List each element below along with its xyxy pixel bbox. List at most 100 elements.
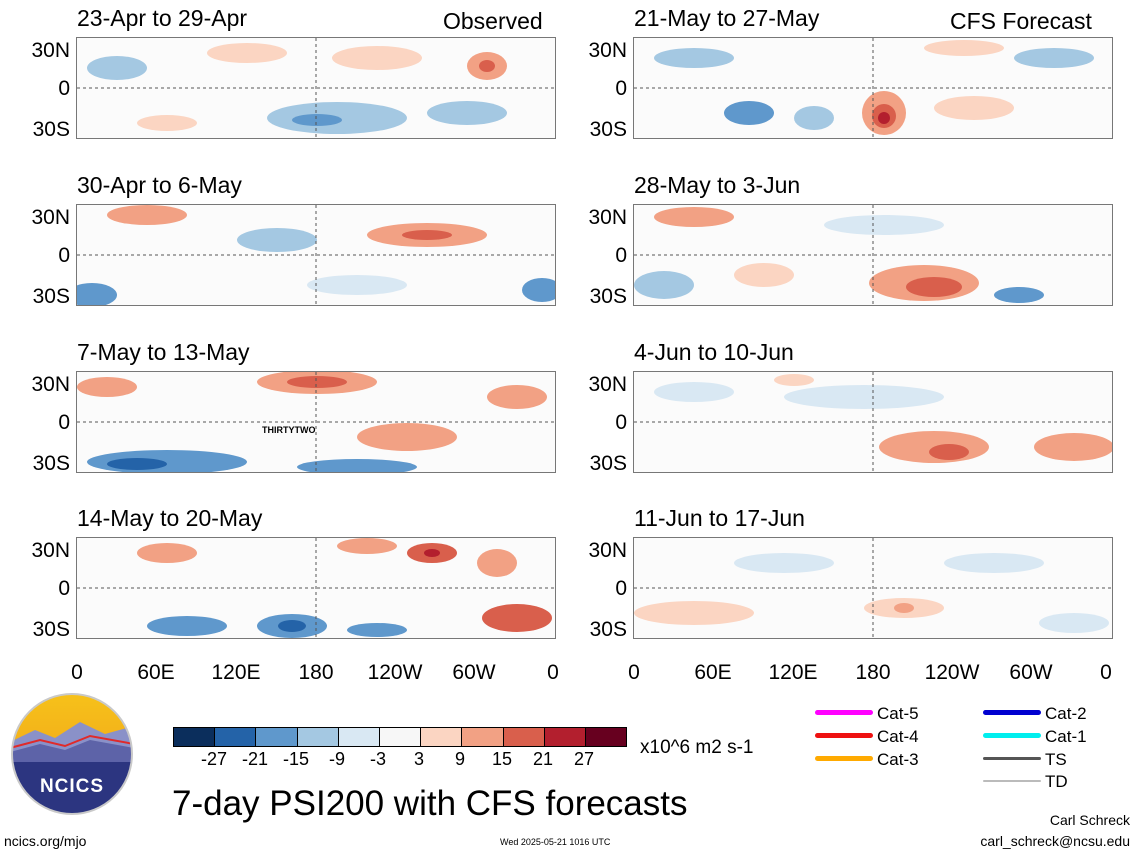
lon-label: 0 xyxy=(1100,661,1112,684)
lon-label: 0 xyxy=(71,661,83,684)
colorbar-cell xyxy=(297,728,339,746)
colorbar-tick: -21 xyxy=(241,749,268,769)
colorbar-tick: 15 xyxy=(491,749,513,769)
lat-label: 30S xyxy=(32,285,70,308)
colorbar-cell xyxy=(503,728,545,746)
panel-tag-observed: Observed xyxy=(443,8,543,34)
lat-label: 30N xyxy=(588,206,627,229)
colorbar-tick: -15 xyxy=(282,749,309,769)
psi-map: THIRTYTWO xyxy=(76,371,556,473)
lat-label: 0 xyxy=(615,244,627,267)
colorbar-cell xyxy=(462,728,504,746)
legend-label: Cat-1 xyxy=(1045,727,1087,746)
panel-title: 30-Apr to 6-May xyxy=(77,172,242,198)
colorbar-cell xyxy=(338,728,380,746)
legend-label: TD xyxy=(1045,772,1068,791)
legend-label: Cat-5 xyxy=(877,704,919,723)
lat-label: 30N xyxy=(31,39,70,62)
footer-url[interactable]: ncics.org/mjo xyxy=(4,833,87,849)
lon-label: 180 xyxy=(855,661,891,684)
logo-text: NCICS xyxy=(39,776,105,797)
panel-title: 7-May to 13-May xyxy=(77,339,250,365)
lat-label: 30N xyxy=(31,373,70,396)
legend-line-td xyxy=(983,780,1041,782)
colorbar-tick: -3 xyxy=(369,749,386,769)
colorbar-tick: 9 xyxy=(454,749,465,769)
lon-label: 0 xyxy=(547,661,559,684)
colorbar-cell xyxy=(379,728,422,746)
lon-label: 180 xyxy=(298,661,334,684)
panel-title: 4-Jun to 10-Jun xyxy=(634,339,794,365)
legend-line-cat4 xyxy=(815,733,873,738)
lat-label: 30S xyxy=(589,618,627,641)
colorbar-cell xyxy=(421,728,463,746)
panel-title: 11-Jun to 17-Jun xyxy=(634,505,805,531)
lon-label: 120E xyxy=(211,661,261,684)
lat-label: 0 xyxy=(58,577,70,600)
ncics-logo[interactable]: NCICS xyxy=(10,692,134,816)
psi-map xyxy=(633,204,1113,306)
legend-line-cat5 xyxy=(815,710,873,715)
lat-label: 0 xyxy=(615,77,627,100)
lat-label: 30S xyxy=(32,452,70,475)
lat-label: 0 xyxy=(58,244,70,267)
lat-label: 30S xyxy=(32,618,70,641)
lat-label: 0 xyxy=(615,411,627,434)
colorbar xyxy=(173,727,627,747)
panel-tag-cfs: CFS Forecast xyxy=(950,8,1092,34)
psi-map xyxy=(633,371,1113,473)
legend-line-ts xyxy=(983,757,1041,760)
lon-label: 60W xyxy=(452,661,496,684)
lat-label: 30S xyxy=(32,118,70,141)
colorbar-cell xyxy=(174,728,216,746)
lat-label: 30N xyxy=(588,39,627,62)
lat-label: 30S xyxy=(589,452,627,475)
lat-label: 30S xyxy=(589,118,627,141)
colorbar-tick: 27 xyxy=(573,749,595,769)
main-title: 7-day PSI200 with CFS forecasts xyxy=(172,784,688,823)
legend-line-cat1 xyxy=(983,733,1041,738)
psi-map xyxy=(76,37,556,139)
psi-map xyxy=(633,537,1113,639)
lat-label: 30N xyxy=(31,206,70,229)
panel-title: 28-May to 3-Jun xyxy=(634,172,801,198)
colorbar-cell xyxy=(544,728,586,746)
colorbar-tick: 21 xyxy=(532,749,554,769)
lat-label: 30N xyxy=(31,539,70,562)
lon-label: 120E xyxy=(768,661,818,684)
panel-title: 23-Apr to 29-Apr xyxy=(77,5,248,31)
footer-email[interactable]: carl_schreck@ncsu.edu xyxy=(980,833,1130,849)
lon-label: 120W xyxy=(367,661,423,684)
colorbar-units: x10^6 m2 s-1 xyxy=(640,737,754,758)
lon-label: 120W xyxy=(924,661,980,684)
psi-map xyxy=(76,204,556,306)
footer-timestamp: Wed 2025-05-21 1016 UTC xyxy=(500,837,611,847)
colorbar-tick: -27 xyxy=(200,749,227,769)
lon-label: 60E xyxy=(137,661,175,684)
legend-label: Cat-2 xyxy=(1045,704,1087,723)
legend-line-cat2 xyxy=(983,710,1041,715)
lon-label: 60E xyxy=(694,661,732,684)
legend-label: TS xyxy=(1045,750,1067,769)
colorbar-tick: -9 xyxy=(328,749,345,769)
lat-label: 0 xyxy=(58,77,70,100)
legend-label: Cat-3 xyxy=(877,750,919,769)
legend-label: Cat-4 xyxy=(877,727,919,746)
colorbar-cell xyxy=(256,728,298,746)
colorbar-cell xyxy=(585,728,627,746)
lat-label: 0 xyxy=(58,411,70,434)
lat-label: 30N xyxy=(588,373,627,396)
lon-label: 60W xyxy=(1009,661,1053,684)
psi-map xyxy=(633,37,1113,139)
lat-label: 30N xyxy=(588,539,627,562)
panel-title: 14-May to 20-May xyxy=(77,505,263,531)
panel-title: 21-May to 27-May xyxy=(634,5,820,31)
colorbar-tick: 3 xyxy=(413,749,424,769)
colorbar-cell xyxy=(215,728,257,746)
legend-line-cat3 xyxy=(815,756,873,761)
psi-map xyxy=(76,537,556,639)
footer-author: Carl Schreck xyxy=(1049,812,1130,828)
lat-label: 0 xyxy=(615,577,627,600)
lat-label: 30S xyxy=(589,285,627,308)
lon-label: 0 xyxy=(628,661,640,684)
